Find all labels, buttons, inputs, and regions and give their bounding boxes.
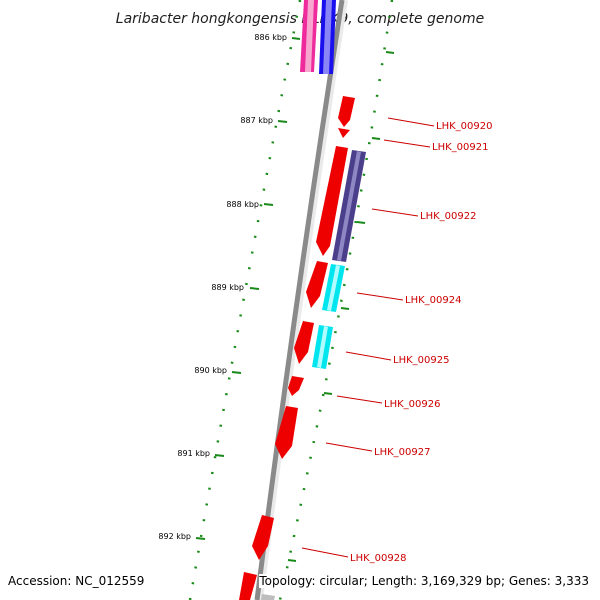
- leader-00921: [383, 139, 431, 148]
- gene-arrow-00927[interactable]: [275, 406, 298, 459]
- gene-label-00927[interactable]: LHK_00927: [374, 447, 430, 458]
- gene-arrow-00920[interactable]: [338, 96, 355, 127]
- kbp-label: 889 kbp: [211, 283, 244, 292]
- feature-track: [300, 0, 366, 369]
- gene-label-00920[interactable]: LHK_00920: [436, 121, 492, 132]
- gene-label-00922[interactable]: LHK_00922: [420, 211, 476, 222]
- tick-888: [263, 203, 274, 206]
- outer-tick-2: [371, 137, 381, 140]
- map-title: Laribacter hongkongensis HLHK9, complete…: [116, 11, 484, 27]
- gene-arrow-00924[interactable]: [306, 261, 328, 308]
- gene-label-00921[interactable]: LHK_00921: [432, 142, 488, 153]
- kbp-label: 891 kbp: [177, 449, 210, 458]
- tick-887: [277, 120, 288, 123]
- tick-890: [231, 371, 242, 374]
- topology-text: Topology: circular; Length: 3,169,329 bp…: [259, 574, 589, 588]
- outer-tick-3: [356, 221, 366, 224]
- kbp-labels: 886 kbp 887 kbp 888 kbp 889 kbp 890 kbp …: [158, 33, 287, 541]
- gene-label-00926[interactable]: LHK_00926: [384, 399, 440, 410]
- gene-arrow-00925[interactable]: [294, 321, 314, 364]
- leader-00925: [345, 351, 392, 361]
- gene-arrow-00922[interactable]: [316, 146, 348, 256]
- kbp-label: 892 kbp: [158, 532, 191, 541]
- accession-text: Accession: NC_012559: [8, 574, 145, 588]
- gene-arrow-00921[interactable]: [338, 128, 350, 138]
- gene-track: [239, 96, 355, 600]
- kbp-label: 888 kbp: [226, 200, 259, 209]
- kbp-label: 887 kbp: [240, 116, 273, 125]
- outer-tick-6: [287, 559, 297, 562]
- outer-tick-5: [323, 392, 333, 395]
- feature-blue-highlight: [323, 0, 332, 74]
- gene-label-00925[interactable]: LHK_00925: [393, 355, 449, 366]
- feature-cyan-highlight-2: [317, 326, 328, 368]
- feature-cyan-highlight-1: [327, 265, 340, 311]
- tick-891: [214, 454, 225, 457]
- gene-arrow-00928[interactable]: [252, 515, 274, 560]
- kbp-label: 890 kbp: [194, 366, 227, 375]
- inner-tick-track: [188, 0, 302, 600]
- feature-magenta-highlight: [305, 0, 314, 72]
- outer-tick-track: [278, 0, 394, 600]
- gene-arrow-bottom[interactable]: [239, 572, 257, 600]
- gene-labels: LHK_00920 LHK_00921 LHK_00922 LHK_00924 …: [350, 121, 492, 564]
- feature-purple-highlight: [337, 151, 361, 261]
- tick-892: [195, 537, 206, 540]
- leader-00920: [387, 117, 435, 127]
- kbp-label: 886 kbp: [254, 33, 287, 42]
- leader-00927: [325, 442, 373, 452]
- leader-00926: [336, 395, 383, 404]
- leader-00928: [301, 547, 349, 558]
- outer-tick-4: [340, 307, 350, 310]
- gene-grey-bottom: [261, 594, 275, 600]
- tick-889: [249, 287, 260, 290]
- leader-00924: [356, 292, 404, 301]
- label-leaders: [301, 117, 435, 558]
- genome-backbone: [254, 0, 345, 600]
- outer-tick-1: [385, 51, 395, 54]
- gene-arrow-00926[interactable]: [288, 376, 304, 396]
- gene-label-00928[interactable]: LHK_00928: [350, 553, 406, 564]
- kbp-ticks: [195, 37, 395, 562]
- tick-886: [291, 37, 301, 40]
- gene-label-00924[interactable]: LHK_00924: [405, 295, 461, 306]
- leader-00922: [371, 208, 419, 217]
